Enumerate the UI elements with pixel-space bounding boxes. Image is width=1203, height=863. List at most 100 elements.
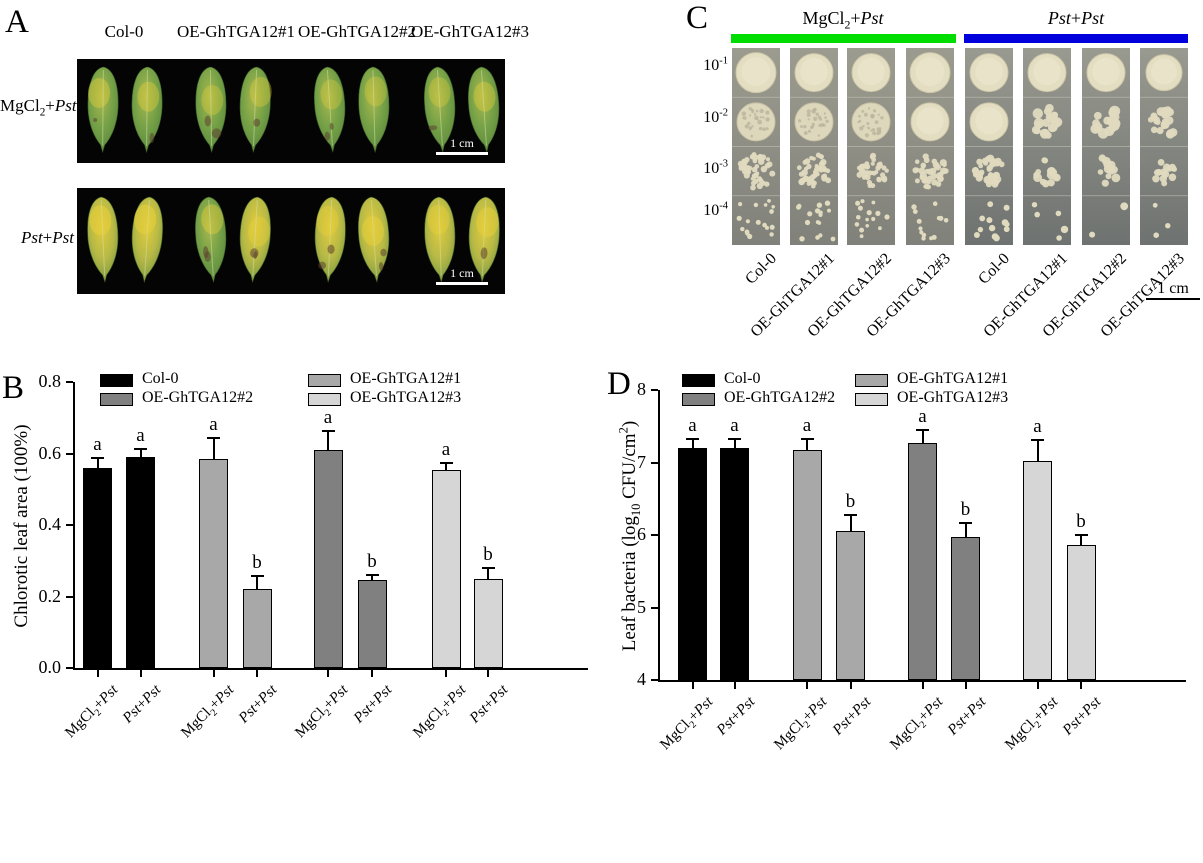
y-tick-label: 5 — [637, 596, 646, 617]
plate-strip-photo — [846, 48, 895, 245]
y-tick-label: 6 — [637, 524, 646, 544]
bar-OE-GhTGA12#2 — [313, 449, 343, 668]
plate-strip-photo — [1023, 48, 1071, 245]
x-tick-mark — [487, 670, 489, 677]
bar-Col-0 — [83, 467, 112, 668]
legend-label: OE-GhTGA12#3 — [350, 389, 462, 406]
error-bar-stem — [96, 458, 99, 468]
x-tick-mark — [1080, 682, 1082, 689]
error-bar-cap — [916, 429, 929, 432]
panel-a-tag: A — [5, 4, 29, 40]
y-tick-label: 0.0 — [38, 657, 62, 677]
leaf-photo — [126, 64, 168, 154]
significance-letter: b — [483, 543, 493, 565]
leaf-photo — [463, 194, 505, 284]
x-tick-mark — [806, 682, 808, 689]
leaf-photo — [190, 64, 232, 154]
error-bar-stem — [487, 568, 489, 579]
error-bar-cap — [321, 430, 335, 433]
significance-letter: b — [960, 499, 971, 521]
y-tick-mark — [66, 452, 73, 455]
leaf-photo — [353, 194, 395, 284]
bar-OE-GhTGA12#3 — [431, 469, 461, 668]
x-tick-mark — [445, 670, 447, 677]
leaf-photo — [463, 64, 505, 154]
significance-letter: a — [93, 433, 102, 455]
legend-swatch — [855, 374, 888, 387]
error-bar-cap — [1031, 438, 1044, 441]
error-bar-stem — [1036, 440, 1039, 462]
y-tick-label: 0.8 — [38, 371, 62, 391]
legend-swatch — [100, 393, 133, 406]
leaf-photo — [190, 194, 232, 284]
bar-Col-0 — [720, 448, 749, 680]
y-tick-mark — [651, 534, 658, 536]
significance-letter: a — [802, 415, 812, 437]
y-tick-label: 0.2 — [38, 585, 62, 606]
error-bar-cap — [728, 438, 741, 441]
leaf-photo — [353, 64, 395, 154]
x-tick-mark — [691, 682, 694, 689]
group-color-bar-blue — [964, 34, 1188, 43]
scale-bar-line — [436, 152, 488, 155]
error-bar-cap — [207, 437, 220, 440]
group-color-bar-green — [731, 34, 956, 43]
y-tick-mark — [66, 595, 73, 598]
leaf-photo — [309, 194, 351, 284]
plate-strip-photo — [732, 48, 780, 245]
bar-OE-GhTGA12#3 — [1066, 545, 1096, 680]
x-tick-mark — [96, 670, 99, 677]
x-tick-mark — [733, 682, 736, 689]
dilution-label: 10-4 — [703, 200, 728, 219]
error-bar-cap — [481, 566, 495, 569]
error-bar-stem — [139, 449, 142, 458]
y-tick-mark — [66, 524, 73, 526]
legend-swatch — [682, 374, 715, 387]
error-bar-stem — [445, 464, 447, 470]
error-bar-stem — [849, 516, 852, 531]
significance-letter: b — [252, 551, 262, 573]
error-bar-cap — [365, 574, 379, 577]
legend-label: OE-GhTGA12#2 — [142, 389, 254, 406]
significance-letter: b — [1076, 511, 1086, 533]
legend-swatch — [855, 393, 888, 406]
x-tick-mark — [964, 682, 967, 689]
y-axis-line — [73, 382, 75, 670]
x-tick-mark — [212, 670, 215, 677]
plate-strip-photo — [790, 48, 838, 245]
panel-a-col-header: OE-GhTGA12#3 — [410, 22, 530, 41]
significance-letter: a — [730, 415, 739, 437]
x-tick-mark — [139, 670, 142, 677]
bar-OE-GhTGA12#1 — [242, 589, 272, 668]
error-bar-stem — [256, 576, 258, 590]
leaf-photo — [126, 194, 168, 284]
significance-letter: a — [441, 439, 451, 461]
x-axis-line — [658, 680, 1186, 682]
panel-c-tag: C — [686, 0, 709, 36]
legend-swatch — [100, 374, 133, 387]
scale-bar-label: 1 cm — [450, 266, 474, 280]
panel-a-col-header: OE-GhTGA12#1 — [176, 22, 296, 41]
significance-letter: a — [688, 415, 697, 437]
bar-OE-GhTGA12#3 — [473, 578, 503, 668]
scale-bar-line — [436, 282, 488, 285]
bar-Col-0 — [126, 457, 155, 668]
dilution-label: 10-1 — [703, 55, 728, 74]
error-bar-stem — [212, 439, 215, 459]
significance-letter: a — [209, 414, 218, 436]
figure-ghtga12: A B C D Col-0 OE-GhTGA12#1 OE-GhTGA12#2 OE-… — [0, 0, 1200, 754]
x-axis-line — [73, 668, 588, 670]
error-bar-cap — [91, 456, 104, 459]
error-bar-cap — [1074, 534, 1088, 537]
panel-a-row-label: MgCl2+Pst — [0, 96, 77, 119]
scale-bar-label: 1 cm — [450, 136, 474, 150]
leaf-photo — [82, 194, 124, 284]
leaf-photo — [82, 64, 124, 154]
legend-label: OE-GhTGA12#3 — [897, 389, 1009, 406]
error-bar-cap — [439, 462, 453, 465]
bar-OE-GhTGA12#1 — [199, 458, 228, 668]
error-bar-cap — [844, 514, 857, 517]
y-tick-mark — [651, 606, 658, 609]
x-tick-mark — [921, 682, 924, 689]
panel-a-col-header: OE-GhTGA12#2 — [297, 22, 417, 41]
